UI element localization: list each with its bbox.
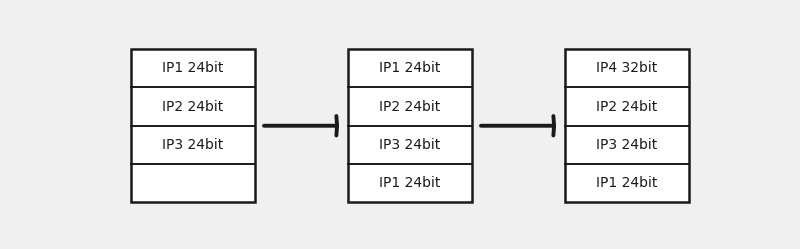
Text: IP2 24bit: IP2 24bit [379, 100, 441, 114]
Text: IP1 24bit: IP1 24bit [379, 61, 441, 75]
Text: IP1 24bit: IP1 24bit [162, 61, 224, 75]
Bar [565, 49, 689, 202]
Text: IP4 32bit: IP4 32bit [596, 61, 658, 75]
Text: IP1 24bit: IP1 24bit [379, 176, 441, 190]
Text: IP2 24bit: IP2 24bit [162, 100, 224, 114]
Text: IP1 24bit: IP1 24bit [596, 176, 658, 190]
Bar [348, 49, 472, 202]
Text: IP3 24bit: IP3 24bit [162, 138, 224, 152]
Text: IP3 24bit: IP3 24bit [379, 138, 441, 152]
Text: IP3 24bit: IP3 24bit [596, 138, 658, 152]
Text: IP2 24bit: IP2 24bit [596, 100, 658, 114]
Bar [131, 49, 255, 202]
